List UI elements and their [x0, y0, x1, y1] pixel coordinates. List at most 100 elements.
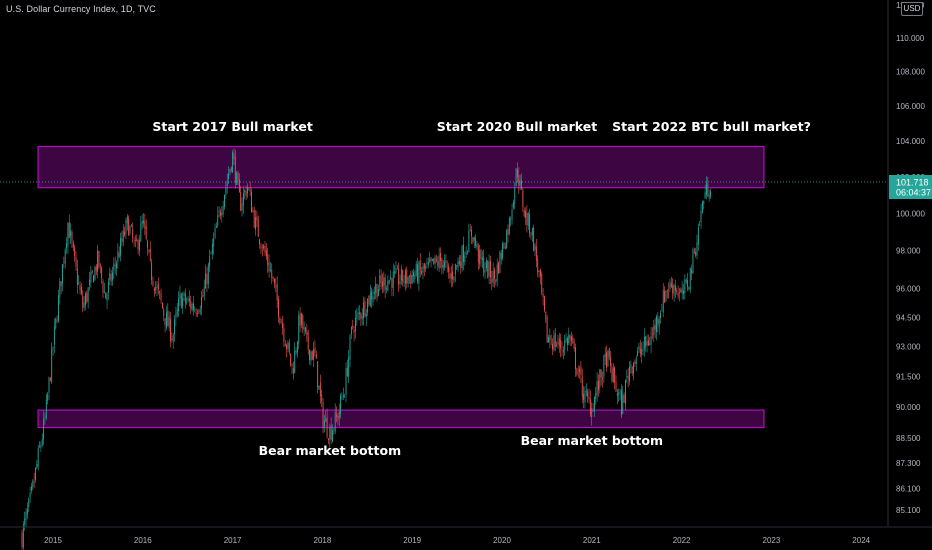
- time-axis[interactable]: 2015 2016 2017 2018 2019 2020 2021 2022 2023 2024: [44, 536, 871, 545]
- candle-body: [188, 298, 190, 302]
- x-tick-label: 2024: [852, 536, 870, 545]
- candle-body: [342, 395, 344, 397]
- candle-body: [422, 265, 424, 273]
- candle-body: [646, 340, 648, 346]
- zone-resistance[interactable]: [37, 145, 765, 189]
- candle-body: [423, 263, 425, 270]
- candle-body: [78, 283, 80, 284]
- candle-body: [326, 417, 328, 437]
- candle-body: [352, 325, 354, 328]
- candle-body: [102, 281, 104, 293]
- candle-body: [409, 275, 410, 277]
- candle-body: [557, 342, 559, 345]
- candle-body: [64, 249, 66, 264]
- y-tick-label: 110.000: [896, 34, 925, 43]
- candle-body: [329, 427, 331, 440]
- candle-body: [43, 418, 45, 440]
- candle-body: [178, 298, 180, 312]
- candle-body: [642, 349, 644, 351]
- y-tick-label: 98.000: [896, 246, 921, 255]
- candle-body: [152, 280, 154, 286]
- candle-body: [660, 312, 661, 318]
- annotation-label: Bear market bottom: [521, 433, 663, 448]
- candle-body: [310, 351, 312, 361]
- candle-body: [184, 293, 186, 303]
- candle-body: [82, 295, 84, 308]
- candle-body: [410, 274, 412, 284]
- candle-body: [498, 262, 499, 273]
- candle-body: [190, 300, 192, 309]
- candle-body: [288, 343, 290, 352]
- candle-body: [696, 242, 698, 256]
- currency-badge[interactable]: USD: [901, 2, 923, 16]
- candle-body: [240, 191, 242, 211]
- candle-body: [510, 219, 512, 221]
- candle-body: [504, 247, 506, 249]
- candle-body: [124, 231, 126, 236]
- candle-body: [269, 269, 271, 271]
- candle-body: [588, 396, 590, 399]
- candle-body: [634, 361, 636, 365]
- candle-body: [677, 292, 679, 297]
- candle-body: [685, 279, 687, 282]
- candle-body: [699, 224, 701, 226]
- candle-body: [86, 292, 88, 302]
- zone-support[interactable]: [37, 409, 765, 429]
- candle-body: [317, 361, 319, 388]
- candle-body: [484, 270, 486, 272]
- candle-body: [693, 251, 695, 253]
- candle-body: [488, 261, 490, 277]
- candle-body: [251, 191, 252, 213]
- candle-body: [257, 219, 259, 237]
- candle-body: [384, 277, 386, 291]
- candle-body: [380, 275, 382, 283]
- candle-body: [132, 229, 134, 238]
- candle-body: [403, 281, 405, 283]
- candle-body: [517, 169, 518, 178]
- candle-body: [191, 304, 193, 311]
- candle-body: [353, 329, 355, 333]
- x-tick-label: 2016: [134, 536, 152, 545]
- candle-body: [114, 264, 116, 267]
- candle-body: [282, 322, 283, 328]
- candle-body: [454, 263, 456, 275]
- candle-body: [253, 210, 255, 228]
- candle-body: [502, 243, 504, 259]
- candle-body: [74, 247, 76, 257]
- candle-body: [480, 249, 482, 259]
- candle-body: [625, 379, 626, 405]
- candle-body: [576, 368, 578, 375]
- candle-body: [631, 366, 633, 374]
- candle-body: [136, 239, 138, 241]
- candle-body: [48, 377, 50, 393]
- candle-body: [221, 212, 223, 216]
- candle-body: [413, 272, 414, 277]
- candle-body: [635, 358, 637, 364]
- candle-body: [554, 333, 556, 348]
- symbol-title[interactable]: U.S. Dollar Currency Index, 1D, TVC: [6, 4, 156, 14]
- candle-body: [426, 262, 428, 264]
- candle-body: [63, 261, 65, 263]
- candle-body: [166, 312, 167, 328]
- candle-body: [645, 336, 647, 347]
- candle-body: [313, 348, 315, 360]
- candle-body: [460, 261, 462, 268]
- y-tick-label: 94.500: [896, 313, 921, 322]
- candle-body: [226, 180, 228, 186]
- candle-body: [368, 295, 370, 305]
- candle-body: [120, 238, 121, 256]
- candle-body: [562, 350, 564, 352]
- candle-body: [156, 286, 158, 288]
- candle-body: [130, 225, 132, 227]
- candle-body: [706, 182, 707, 195]
- candle-body: [145, 226, 147, 239]
- candle-body: [128, 218, 130, 236]
- candle-body: [182, 297, 184, 307]
- y-tick-label: 88.500: [896, 434, 921, 443]
- candle-body: [506, 230, 508, 249]
- candle-body: [99, 264, 101, 266]
- candle-body: [203, 287, 205, 296]
- candle-body: [650, 335, 652, 346]
- candle-body: [228, 174, 229, 179]
